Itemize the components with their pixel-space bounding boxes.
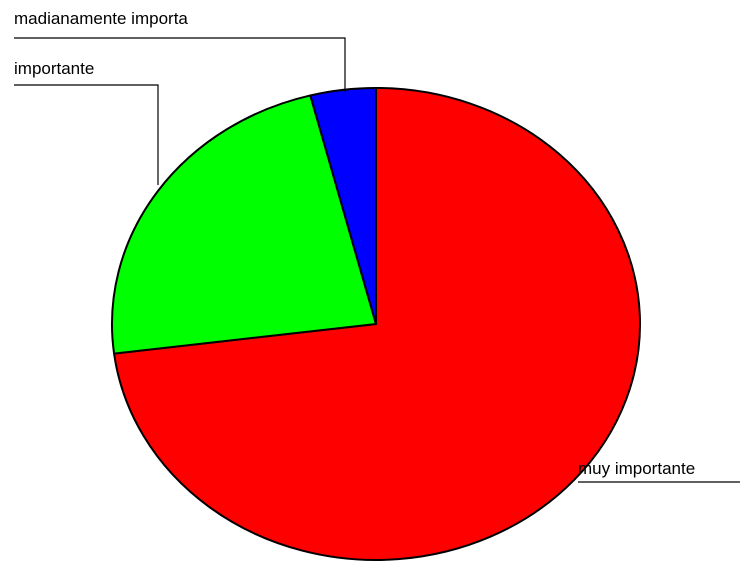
pie-slice [113,87,641,561]
slice-label: importante [14,59,94,78]
leader-line [14,84,159,185]
slice-label: muy importante [578,459,695,478]
pie-slice [309,87,377,325]
leader-line [14,37,346,92]
pie-slice [111,94,377,355]
slice-label: madianamente importa [14,9,188,28]
